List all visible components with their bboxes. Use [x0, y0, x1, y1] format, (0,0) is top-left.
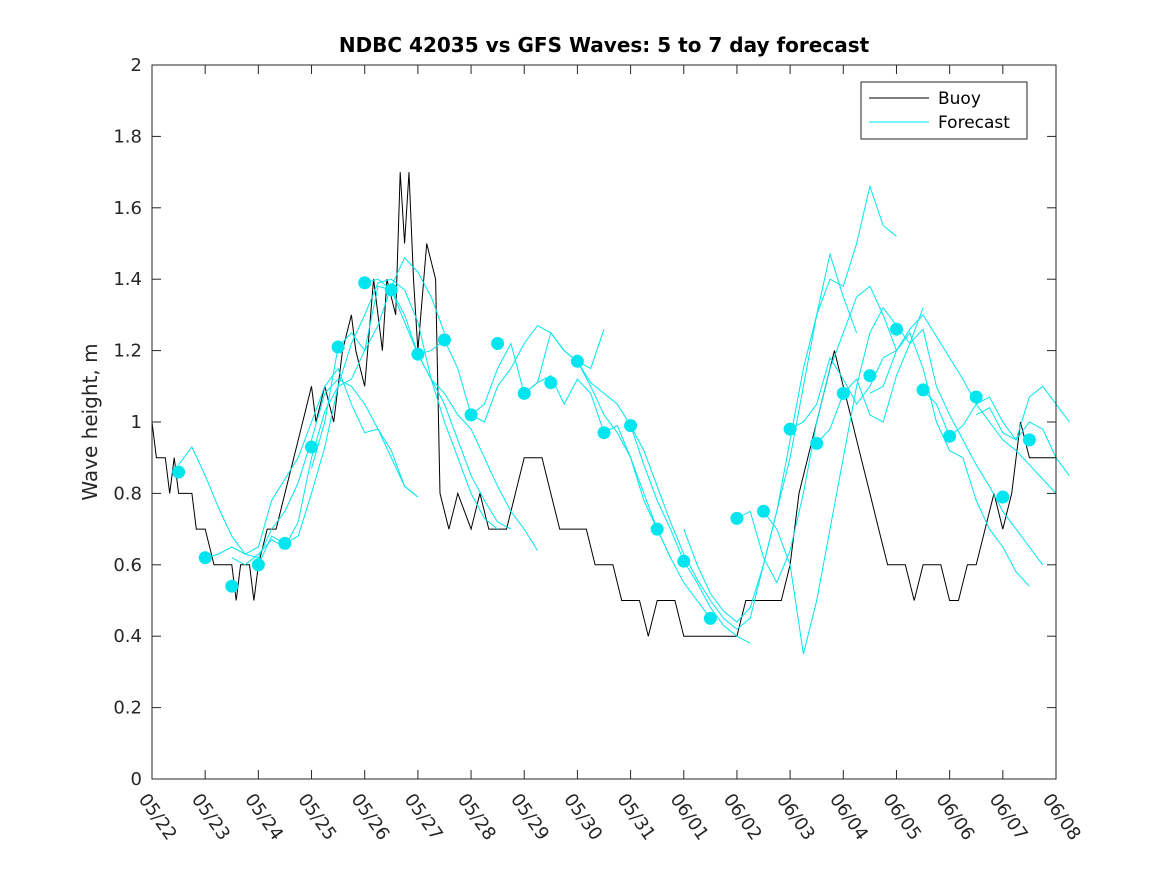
forecast-marker-22 [730, 511, 744, 525]
forecast-marker-25 [810, 436, 824, 450]
chart-title: NDBC 42035 vs GFS Waves: 5 to 7 day fore… [339, 33, 870, 57]
forecast-marker-8 [358, 276, 372, 290]
forecast-marker-21 [703, 611, 717, 625]
y-tick-label: 0 [131, 769, 142, 790]
forecast-marker-20 [677, 554, 691, 568]
y-tick-label: 2 [131, 55, 142, 76]
forecast-line-16 [816, 328, 1044, 566]
forecast-marker-17 [597, 426, 611, 440]
y-tick-label: 0.4 [113, 626, 142, 647]
forecast-marker-7 [331, 340, 345, 354]
forecast-marker-32 [996, 490, 1010, 504]
forecast-marker-26 [836, 386, 850, 400]
forecast-marker-31 [969, 390, 983, 404]
y-tick-label: 1.4 [113, 269, 142, 290]
forecast-line-4 [257, 278, 498, 566]
forecast-marker-30 [943, 429, 957, 443]
forecast-line-17 [869, 314, 1057, 494]
forecast-marker-1 [172, 465, 186, 479]
buoy-line [151, 172, 1056, 637]
forecast-line-15 [789, 331, 1030, 587]
forecast-line-10 [576, 361, 751, 644]
y-tick-label: 0.2 [113, 698, 142, 719]
y-tick-label: 1.2 [113, 341, 142, 362]
forecast-marker-23 [757, 504, 770, 518]
forecast-marker-19 [650, 522, 664, 536]
legend-label-buoy: Buoy [938, 89, 981, 109]
forecast-line-5 [311, 285, 512, 530]
forecast-marker-27 [863, 369, 877, 383]
y-tick-label: 1 [131, 412, 142, 433]
forecast-line-12 [683, 184, 897, 623]
forecast-marker-16 [570, 354, 584, 368]
legend-box [860, 81, 1028, 140]
forecast-marker-13 [491, 337, 505, 350]
forecast-marker-18 [624, 419, 638, 433]
forecast-marker-2 [198, 551, 212, 565]
forecast-marker-6 [305, 440, 318, 454]
legend-label-forecast: Forecast [938, 113, 1010, 133]
forecast-line-19 [975, 407, 1070, 476]
forecast-line-2 [205, 367, 419, 559]
forecast-marker-12 [464, 408, 478, 422]
forecast-marker-3 [225, 579, 239, 593]
forecast-marker-15 [544, 376, 558, 390]
forecast-marker-29 [916, 383, 930, 397]
forecast-marker-33 [1022, 433, 1036, 447]
legend: Buoy Forecast [860, 81, 1028, 140]
y-tick-label: 0.6 [113, 555, 142, 576]
y-tick-label: 0.8 [113, 483, 142, 504]
plot-area [152, 65, 1056, 779]
forecast-marker-10 [411, 347, 425, 361]
y-axis-label: Wave height, m [78, 343, 102, 500]
y-tick-label: 1.6 [113, 198, 142, 219]
forecast-marker-5 [278, 536, 292, 550]
series-layer [151, 172, 1070, 655]
forecast-marker-4 [251, 558, 265, 572]
forecast-line-13 [736, 285, 897, 584]
y-tick-label: 1.8 [113, 126, 142, 147]
forecast-marker-11 [438, 333, 451, 347]
forecast-marker-28 [890, 322, 903, 336]
forecast-marker-24 [783, 422, 797, 436]
forecast-marker-14 [517, 386, 531, 400]
forecast-marker-9 [384, 283, 398, 297]
marker-layer [172, 276, 1036, 625]
forecast-line-8 [470, 331, 671, 558]
forecast-line-11 [630, 252, 858, 630]
